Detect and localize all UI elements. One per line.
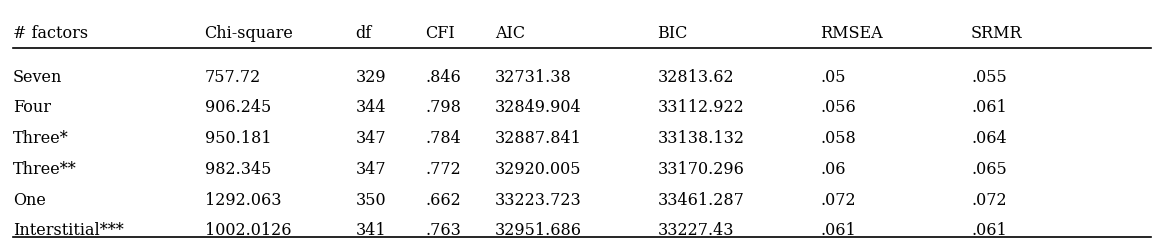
Text: .061: .061 [821, 222, 856, 239]
Text: .846: .846 [425, 69, 461, 86]
Text: 1002.0126: 1002.0126 [205, 222, 291, 239]
Text: 33223.723: 33223.723 [495, 192, 582, 209]
Text: Seven: Seven [13, 69, 63, 86]
Text: .06: .06 [821, 161, 845, 178]
Text: .05: .05 [821, 69, 845, 86]
Text: .056: .056 [821, 99, 856, 116]
Text: 906.245: 906.245 [205, 99, 271, 116]
Text: 33461.287: 33461.287 [658, 192, 744, 209]
Text: 32813.62: 32813.62 [658, 69, 734, 86]
Text: 33170.296: 33170.296 [658, 161, 744, 178]
Text: .662: .662 [425, 192, 461, 209]
Text: .058: .058 [821, 130, 856, 147]
Text: 32951.686: 32951.686 [495, 222, 582, 239]
Text: .072: .072 [821, 192, 856, 209]
Text: .064: .064 [971, 130, 1007, 147]
Text: 32887.841: 32887.841 [495, 130, 582, 147]
Text: .772: .772 [425, 161, 461, 178]
Text: 32731.38: 32731.38 [495, 69, 572, 86]
Text: Four: Four [13, 99, 51, 116]
Text: df: df [355, 25, 371, 42]
Text: RMSEA: RMSEA [821, 25, 882, 42]
Text: 1292.063: 1292.063 [205, 192, 281, 209]
Text: Three**: Three** [13, 161, 77, 178]
Text: Interstitial***: Interstitial*** [13, 222, 123, 239]
Text: .784: .784 [425, 130, 461, 147]
Text: SRMR: SRMR [971, 25, 1023, 42]
Text: .798: .798 [425, 99, 461, 116]
Text: CFI: CFI [425, 25, 455, 42]
Text: .763: .763 [425, 222, 461, 239]
Text: .061: .061 [971, 99, 1007, 116]
Text: .055: .055 [971, 69, 1007, 86]
Text: 32849.904: 32849.904 [495, 99, 582, 116]
Text: 950.181: 950.181 [205, 130, 271, 147]
Text: # factors: # factors [13, 25, 88, 42]
Text: Chi-square: Chi-square [205, 25, 293, 42]
Text: 350: 350 [355, 192, 386, 209]
Text: Three*: Three* [13, 130, 69, 147]
Text: 347: 347 [355, 130, 386, 147]
Text: .072: .072 [971, 192, 1007, 209]
Text: BIC: BIC [658, 25, 688, 42]
Text: 33227.43: 33227.43 [658, 222, 734, 239]
Text: One: One [13, 192, 45, 209]
Text: 329: 329 [355, 69, 386, 86]
Text: 341: 341 [355, 222, 386, 239]
Text: 757.72: 757.72 [205, 69, 261, 86]
Text: 32920.005: 32920.005 [495, 161, 581, 178]
Text: 33138.132: 33138.132 [658, 130, 745, 147]
Text: .061: .061 [971, 222, 1007, 239]
Text: 982.345: 982.345 [205, 161, 271, 178]
Text: .065: .065 [971, 161, 1007, 178]
Text: 33112.922: 33112.922 [658, 99, 744, 116]
Text: 344: 344 [355, 99, 386, 116]
Text: 347: 347 [355, 161, 386, 178]
Text: AIC: AIC [495, 25, 525, 42]
